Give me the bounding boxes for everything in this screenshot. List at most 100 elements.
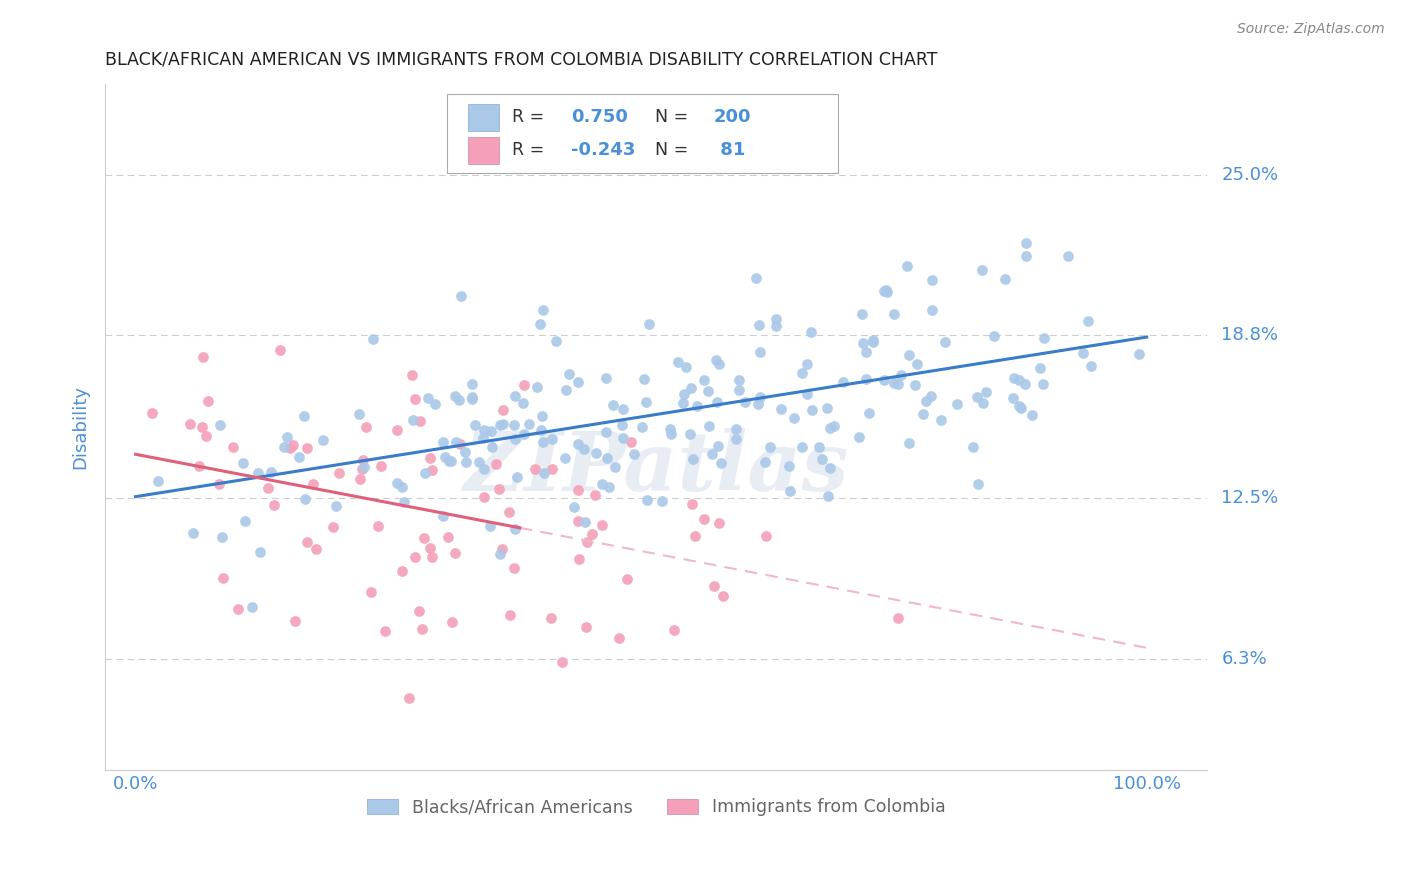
FancyBboxPatch shape xyxy=(468,136,499,164)
Point xyxy=(1033,331,1056,345)
Point xyxy=(489,548,512,562)
Point xyxy=(502,417,524,432)
Point xyxy=(1021,408,1043,422)
Text: 18.8%: 18.8% xyxy=(1222,326,1278,344)
Point xyxy=(745,270,768,285)
Point xyxy=(443,546,465,560)
Point xyxy=(748,345,770,359)
Point xyxy=(972,396,994,410)
Point xyxy=(994,271,1017,285)
Point xyxy=(631,420,654,434)
Point xyxy=(409,414,432,428)
Point xyxy=(675,360,697,375)
Point xyxy=(637,317,659,331)
Point xyxy=(815,401,838,416)
Point xyxy=(633,372,655,386)
Point xyxy=(281,438,304,452)
Point xyxy=(808,440,831,454)
Point xyxy=(401,368,423,383)
Point xyxy=(852,335,875,350)
Point xyxy=(530,423,553,437)
Point xyxy=(297,535,319,549)
Point xyxy=(1002,370,1025,384)
Point xyxy=(398,690,420,705)
Point xyxy=(481,441,503,455)
Text: BLACK/AFRICAN AMERICAN VS IMMIGRANTS FROM COLOMBIA DISABILITY CORRELATION CHART: BLACK/AFRICAN AMERICAN VS IMMIGRANTS FRO… xyxy=(105,51,938,69)
Point xyxy=(707,439,730,453)
Point xyxy=(440,454,463,468)
Point xyxy=(460,377,482,392)
Point xyxy=(374,624,396,638)
Point xyxy=(887,377,910,392)
Point xyxy=(575,534,598,549)
Point xyxy=(512,396,534,410)
Point xyxy=(1071,345,1094,359)
Point xyxy=(370,459,392,474)
Point xyxy=(498,504,520,518)
Text: N =: N = xyxy=(655,142,695,160)
Point xyxy=(404,392,426,406)
Point xyxy=(562,500,585,515)
FancyBboxPatch shape xyxy=(447,95,838,173)
Point xyxy=(858,406,880,420)
Point xyxy=(598,480,620,494)
Point xyxy=(322,520,344,534)
Point xyxy=(591,477,613,491)
Point xyxy=(778,458,800,473)
Point xyxy=(360,585,382,599)
Point xyxy=(823,419,845,434)
Point xyxy=(208,477,231,491)
Point xyxy=(352,462,374,476)
Point xyxy=(269,343,291,357)
Point xyxy=(862,333,884,347)
Text: 25.0%: 25.0% xyxy=(1222,166,1278,184)
Point xyxy=(851,307,873,321)
Point xyxy=(612,402,634,417)
Legend: Blacks/African Americans, Immigrants from Colombia: Blacks/African Americans, Immigrants fro… xyxy=(360,791,953,823)
Text: 0.750: 0.750 xyxy=(571,108,628,127)
Point xyxy=(896,259,918,273)
Point xyxy=(790,440,813,454)
Point xyxy=(779,484,801,499)
Point xyxy=(488,417,510,432)
Point xyxy=(517,417,540,432)
Point xyxy=(883,376,905,390)
Point xyxy=(367,519,389,533)
Point xyxy=(540,433,562,447)
Point xyxy=(620,434,643,449)
Point xyxy=(567,437,589,451)
Text: -0.243: -0.243 xyxy=(571,142,636,160)
Point xyxy=(411,622,433,636)
Point xyxy=(725,433,748,447)
Point xyxy=(513,378,536,392)
Point xyxy=(783,411,806,425)
Point xyxy=(181,526,204,541)
Point xyxy=(697,418,720,433)
Point xyxy=(432,434,454,449)
Point xyxy=(1032,377,1054,392)
Point xyxy=(748,318,770,333)
Point xyxy=(966,390,988,404)
Point xyxy=(437,530,460,544)
Point xyxy=(194,429,217,443)
Point xyxy=(276,430,298,444)
Point xyxy=(672,386,695,401)
Point xyxy=(312,434,335,448)
Point xyxy=(890,368,912,383)
Point xyxy=(461,390,484,404)
Point xyxy=(523,461,546,475)
Point xyxy=(679,427,702,442)
Point xyxy=(433,450,456,465)
Point xyxy=(146,474,169,488)
Point xyxy=(440,615,463,630)
Point xyxy=(304,542,326,557)
Point xyxy=(263,498,285,512)
Point xyxy=(934,335,956,350)
Point xyxy=(301,477,323,491)
Point xyxy=(505,389,527,403)
Point xyxy=(634,394,657,409)
Point xyxy=(887,610,910,624)
Point xyxy=(567,483,589,498)
Point xyxy=(607,632,630,646)
Point xyxy=(292,409,315,424)
